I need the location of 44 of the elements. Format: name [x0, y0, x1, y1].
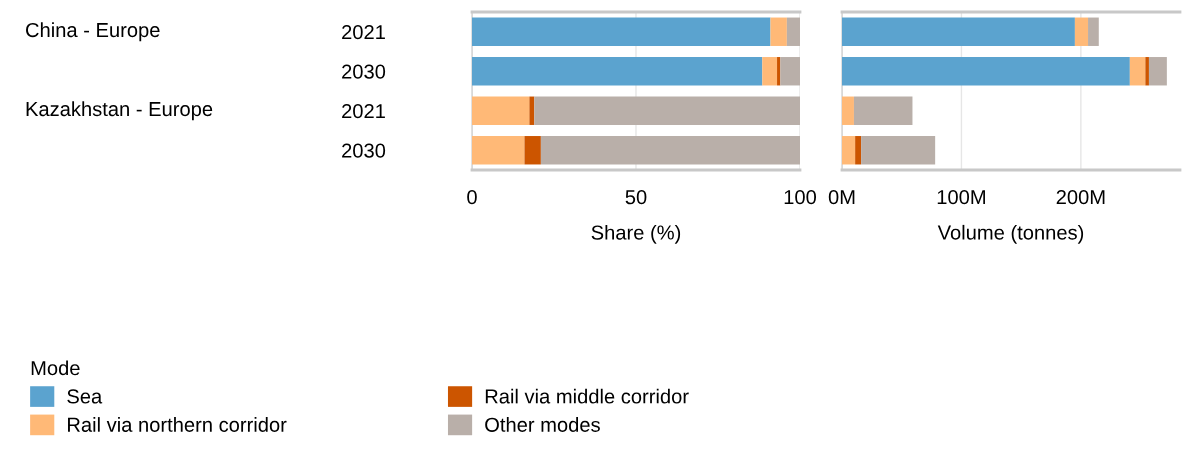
bar	[529, 96, 535, 125]
bar	[762, 57, 778, 86]
bar	[777, 57, 781, 86]
legend-label: Other modes	[485, 417, 600, 432]
bar	[842, 57, 1130, 86]
bar	[1074, 17, 1089, 46]
legend-label: Rail via middle corridor	[485, 388, 689, 404]
bar	[472, 17, 771, 46]
x-tick-label: 50	[625, 189, 647, 205]
y-tick-label: 2021	[342, 24, 385, 40]
bar	[1148, 57, 1167, 86]
bar	[853, 96, 913, 125]
bar	[472, 136, 525, 165]
bar	[534, 96, 800, 125]
bar	[842, 17, 1075, 46]
bar	[524, 136, 541, 165]
bar	[472, 57, 763, 86]
text: China - Europe	[26, 22, 160, 42]
x-tick-label: 100	[784, 189, 817, 205]
bar	[780, 57, 800, 86]
bar	[786, 17, 800, 46]
bar	[1088, 17, 1099, 46]
text: Kazakhstan - Europe	[26, 101, 213, 121]
x-tick-label: 200M	[1056, 189, 1105, 205]
bar	[861, 136, 936, 165]
bar	[1145, 57, 1149, 86]
bar	[770, 17, 787, 46]
legend-title: Mode	[31, 360, 80, 376]
y-tick-label: 2030	[342, 143, 386, 158]
x-tick-label: 0	[467, 189, 477, 205]
bar	[842, 96, 854, 125]
x-axis-title: Share (%)	[591, 224, 681, 244]
legend-label: Rail via northern corridor	[68, 417, 287, 432]
x-axis-title: Volume (tonnes)	[937, 224, 1084, 244]
bar	[472, 96, 530, 125]
bar	[842, 136, 856, 165]
legend-label: Sea	[67, 389, 103, 404]
bar	[855, 136, 862, 165]
x-tick-label: 0M	[828, 189, 855, 205]
x-tick-label: 100M	[937, 189, 985, 205]
bar	[1129, 57, 1146, 86]
y-tick-label: 2021	[342, 103, 385, 119]
y-tick-label: 2030	[342, 64, 386, 79]
bar	[540, 136, 800, 165]
